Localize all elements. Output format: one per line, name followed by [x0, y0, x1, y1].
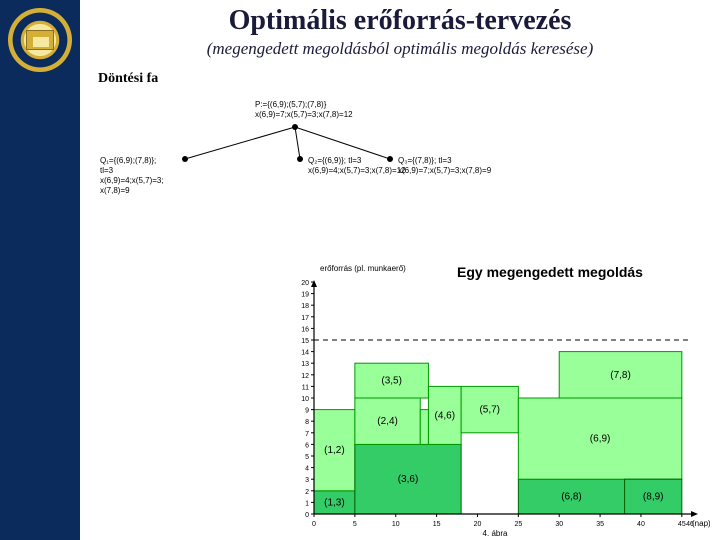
svg-text:8: 8	[305, 419, 309, 426]
svg-text:Q₃={(7,8)}; tl=3: Q₃={(7,8)}; tl=3	[398, 156, 452, 165]
svg-text:18: 18	[301, 303, 309, 310]
page-subtitle: (megengedett megoldásból optimális megol…	[90, 39, 710, 59]
svg-text:12: 12	[301, 373, 309, 380]
svg-text:20: 20	[301, 280, 309, 287]
svg-text:15: 15	[433, 521, 441, 528]
svg-text:(1,3): (1,3)	[324, 497, 345, 508]
logo-book-icon	[33, 37, 49, 47]
chart-title: Egy megengedett megoldás	[420, 264, 680, 280]
svg-text:1: 1	[305, 500, 309, 507]
svg-text:40: 40	[637, 521, 645, 528]
svg-text:(7,8): (7,8)	[610, 370, 631, 381]
resource-chart-svg: (1,3) (1,2) (3,6) (2,4) (3,5) (4,6) (5,7) (6,8)…	[280, 278, 710, 538]
svg-text:(4,6): (4,6)	[435, 410, 456, 421]
resource-chart-section: erőforrás (pl. munkaerő) Egy megengedett…	[280, 264, 710, 534]
y-axis-label: erőforrás (pl. munkaerő)	[320, 264, 406, 273]
svg-text:6: 6	[305, 442, 309, 449]
decision-tree-section: Döntési fa P:={(6,9);(5,7);(7,8)}x(6,9)=…	[90, 71, 710, 221]
svg-text:x(6,9)=4;x(5,7)=3;: x(6,9)=4;x(5,7)=3;	[100, 176, 164, 185]
svg-text:Q₁={(6,9);(7,8)};: Q₁={(6,9);(7,8)};	[100, 156, 156, 165]
svg-text:(1,2): (1,2)	[324, 445, 345, 456]
svg-text:14: 14	[301, 350, 309, 357]
svg-text:x(7,8)=9: x(7,8)=9	[100, 186, 130, 195]
svg-text:45: 45	[678, 521, 686, 528]
svg-text:(3,6): (3,6)	[398, 474, 419, 485]
svg-text:16: 16	[301, 326, 309, 333]
svg-text:(2,4): (2,4)	[377, 416, 398, 427]
page-title: Optimális erőforrás-tervezés	[90, 6, 710, 37]
svg-text:0: 0	[312, 521, 316, 528]
svg-text:19: 19	[301, 292, 309, 299]
svg-text:10: 10	[392, 521, 400, 528]
svg-text:30: 30	[555, 521, 563, 528]
svg-text:5: 5	[353, 521, 357, 528]
svg-text:35: 35	[596, 521, 604, 528]
svg-text:Q₂={(6,9)}; tl=3: Q₂={(6,9)}; tl=3	[308, 156, 362, 165]
logo-badge	[26, 30, 54, 50]
sidebar	[0, 0, 80, 540]
svg-text:10: 10	[301, 396, 309, 403]
svg-text:15: 15	[301, 338, 309, 345]
tree-title: Döntési fa	[98, 71, 710, 87]
svg-text:25: 25	[514, 521, 522, 528]
svg-text:(8,9): (8,9)	[643, 492, 664, 503]
svg-text:P:={(6,9);(5,7);(7,8)}: P:={(6,9);(5,7);(7,8)}	[255, 100, 327, 109]
svg-text:(3,5): (3,5)	[381, 376, 402, 387]
svg-text:(6,9): (6,9)	[590, 434, 611, 445]
svg-text:tl=3: tl=3	[100, 166, 114, 175]
svg-text:x(6,9)=4;x(5,7)=3;x(7,8)=12: x(6,9)=4;x(5,7)=3;x(7,8)=12	[308, 166, 406, 175]
svg-text:(6,8): (6,8)	[561, 492, 582, 503]
institution-logo	[8, 8, 72, 72]
svg-text:x(6,9)=7;x(5,7)=3;x(7,8)=12: x(6,9)=7;x(5,7)=3;x(7,8)=12	[255, 110, 353, 119]
svg-text:20: 20	[474, 521, 482, 528]
main-content: Optimális erőforrás-tervezés (megengedet…	[80, 0, 720, 540]
svg-text:11: 11	[302, 384, 309, 391]
svg-text:7: 7	[305, 431, 309, 438]
svg-text:0: 0	[305, 512, 309, 519]
svg-text:(nap): (nap)	[692, 519, 710, 528]
svg-text:4: 4	[305, 466, 309, 473]
svg-text:2: 2	[305, 489, 309, 496]
svg-text:(5,7): (5,7)	[479, 405, 500, 416]
svg-text:9: 9	[305, 408, 309, 415]
svg-text:3: 3	[305, 477, 309, 484]
svg-text:4. ábra: 4. ábra	[483, 529, 508, 538]
svg-text:17: 17	[301, 315, 309, 322]
svg-text:x(6,9)=7;x(5,7)=3;x(7,8)=9: x(6,9)=7;x(5,7)=3;x(7,8)=9	[398, 166, 492, 175]
svg-text:13: 13	[301, 361, 309, 368]
decision-tree-svg: P:={(6,9);(5,7);(7,8)}x(6,9)=7;x(5,7)=3;…	[90, 89, 510, 219]
svg-text:5: 5	[305, 454, 309, 461]
